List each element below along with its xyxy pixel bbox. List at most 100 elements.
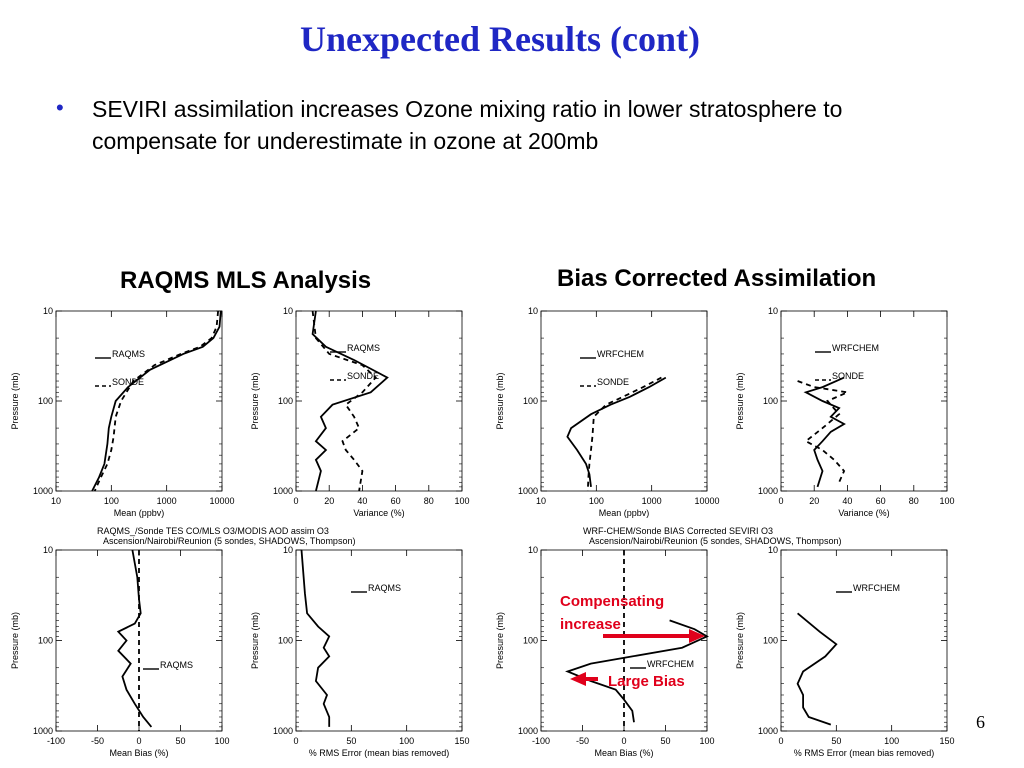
raqms-mean-xtick-label: 10 (51, 496, 61, 506)
raqms-variance-ytick-label: 100 (278, 396, 293, 406)
raqms-variance-frame (295, 310, 463, 492)
raqms-rms-legend-label: RAQMS (368, 583, 401, 593)
wrf-mean-legend-label: SONDE (597, 377, 629, 387)
wrf-rms-xlabel: % RMS Error (mean bias removed) (794, 748, 935, 758)
wrf-bias-ytick-label: 1000 (518, 726, 538, 736)
wrf-mean-xtick-label: 1000 (642, 496, 662, 506)
wrf-mean-xtick-label: 10 (536, 496, 546, 506)
raqms-mean-legend-label: RAQMS (112, 349, 145, 359)
wrf-mean-frame (540, 310, 708, 492)
wrf-rms-series-wrfchem (796, 612, 838, 726)
wrf-rms-legend-label: WRFCHEM (853, 583, 900, 593)
raqms-mean-caption2: Ascension/Nairobi/Reunion (5 sondes, SHA… (103, 536, 355, 546)
raqms-mean-series-sonde (93, 310, 219, 492)
page-number: 6 (976, 712, 985, 732)
raqms-bias-xlabel: Mean Bias (%) (109, 748, 168, 758)
raqms-bias-xtick-label: 0 (136, 736, 141, 746)
wrf-bias-legend-label: WRFCHEM (647, 659, 694, 669)
wrf-mean-caption: WRF-CHEM/Sonde BIAS Corrected SEVIRI O3 (583, 526, 773, 536)
raqms-variance-xtick-label: 80 (424, 496, 434, 506)
wrf-mean-ytick-label: 100 (523, 396, 538, 406)
raqms-rms-frame (295, 549, 463, 732)
wrf-variance-ytick-label: 1000 (758, 486, 778, 496)
wrf-variance-ytick-label: 10 (768, 306, 778, 316)
wrf-variance-series-wrfchem (803, 376, 846, 488)
raqms-rms-xtick-label: 50 (346, 736, 356, 746)
wrf-variance-xtick-label: 40 (842, 496, 852, 506)
raqms-rms-xtick-label: 150 (454, 736, 469, 746)
wrf-variance-series-sonde (797, 380, 851, 483)
raqms-mean-series-raqms (91, 310, 222, 492)
raqms-bias-ytick-label: 100 (38, 636, 53, 646)
wrf-bias-series-wrfchem (565, 619, 709, 723)
wrf-variance-legend-label: WRFCHEM (832, 343, 879, 353)
raqms-bias-series-raqms (116, 549, 153, 728)
raqms-rms-xlabel: % RMS Error (mean bias removed) (309, 748, 450, 758)
raqms-rms-ytick-label: 100 (278, 636, 293, 646)
raqms-rms-ytick-label: 10 (283, 545, 293, 555)
raqms-variance-ytick-label: 1000 (273, 486, 293, 496)
compensating-label-line2: increase (560, 616, 621, 633)
raqms-variance-xlabel: Variance (%) (353, 508, 404, 518)
wrf-variance-legend-label: SONDE (832, 371, 864, 381)
wrf-rms-xtick-label: 50 (831, 736, 841, 746)
wrf-mean-ylabel: Pressure (mb) (495, 372, 505, 429)
wrf-mean-xtick-label: 100 (589, 496, 604, 506)
wrf-rms-xtick-label: 0 (778, 736, 783, 746)
raqms-mean-ytick-label: 100 (38, 396, 53, 406)
raqms-variance-series-sonde (311, 310, 377, 492)
wrf-variance-ylabel: Pressure (mb) (735, 372, 745, 429)
raqms-mean-caption: RAQMS_/Sonde TES CO/MLS O3/MODIS AOD ass… (97, 526, 329, 536)
left-section-heading: RAQMS MLS Analysis (120, 267, 372, 294)
bullet-marker: • (56, 95, 64, 120)
bullet-text: SEVIRI assimilation increases Ozone mixi… (92, 96, 843, 154)
raqms-mean-xtick-label: 1000 (157, 496, 177, 506)
raqms-bias-xtick-label: 50 (175, 736, 185, 746)
raqms-variance-xtick-label: 100 (454, 496, 469, 506)
raqms-mean-ytick-label: 10 (43, 306, 53, 316)
wrf-mean-series-sonde (586, 376, 662, 492)
wrf-rms-frame (780, 549, 948, 732)
wrf-variance-xtick-label: 100 (939, 496, 954, 506)
raqms-mean-legend-label: SONDE (112, 377, 144, 387)
wrf-bias-xtick-label: -100 (532, 736, 550, 746)
raqms-rms-xtick-label: 0 (293, 736, 298, 746)
wrf-bias-ytick-label: 10 (528, 545, 538, 555)
wrf-variance-xtick-label: 20 (809, 496, 819, 506)
wrf-mean-xtick-label: 10000 (694, 496, 719, 506)
raqms-rms-xtick-label: 100 (399, 736, 414, 746)
compensating-label-line1: Compensating (560, 593, 664, 610)
wrf-mean-legend-label: WRFCHEM (597, 349, 644, 359)
raqms-mean-ytick-label: 1000 (33, 486, 53, 496)
raqms-variance-xtick-label: 40 (357, 496, 367, 506)
right-section-heading: Bias Corrected Assimilation (557, 265, 877, 292)
raqms-bias-ylabel: Pressure (mb) (10, 612, 20, 669)
raqms-variance-legend-label: RAQMS (347, 343, 380, 353)
wrf-rms-ytick-label: 100 (763, 636, 778, 646)
wrf-bias-xlabel: Mean Bias (%) (594, 748, 653, 758)
raqms-bias-xtick-label: 100 (214, 736, 229, 746)
wrf-rms-ytick-label: 1000 (758, 726, 778, 736)
large-bias-label: Large Bias (608, 673, 685, 690)
wrf-bias-ytick-label: 100 (523, 636, 538, 646)
wrf-bias-ylabel: Pressure (mb) (495, 612, 505, 669)
raqms-mean-frame (55, 310, 223, 492)
wrf-variance-ytick-label: 100 (763, 396, 778, 406)
raqms-variance-series-raqms (311, 310, 389, 492)
wrf-mean-ytick-label: 10 (528, 306, 538, 316)
wrf-variance-frame (780, 310, 948, 492)
wrf-variance-xtick-label: 80 (909, 496, 919, 506)
wrf-variance-xtick-label: 0 (778, 496, 783, 506)
raqms-rms-ytick-label: 1000 (273, 726, 293, 736)
raqms-variance-xtick-label: 60 (391, 496, 401, 506)
wrf-variance-xtick-label: 60 (876, 496, 886, 506)
wrf-bias-xtick-label: 50 (660, 736, 670, 746)
raqms-bias-ytick-label: 1000 (33, 726, 53, 736)
raqms-mean-xtick-label: 100 (104, 496, 119, 506)
raqms-bias-ytick-label: 10 (43, 545, 53, 555)
raqms-mean-xlabel: Mean (ppbv) (114, 508, 165, 518)
raqms-variance-xtick-label: 0 (293, 496, 298, 506)
wrf-bias-xtick-label: 100 (699, 736, 714, 746)
raqms-variance-xtick-label: 20 (324, 496, 334, 506)
